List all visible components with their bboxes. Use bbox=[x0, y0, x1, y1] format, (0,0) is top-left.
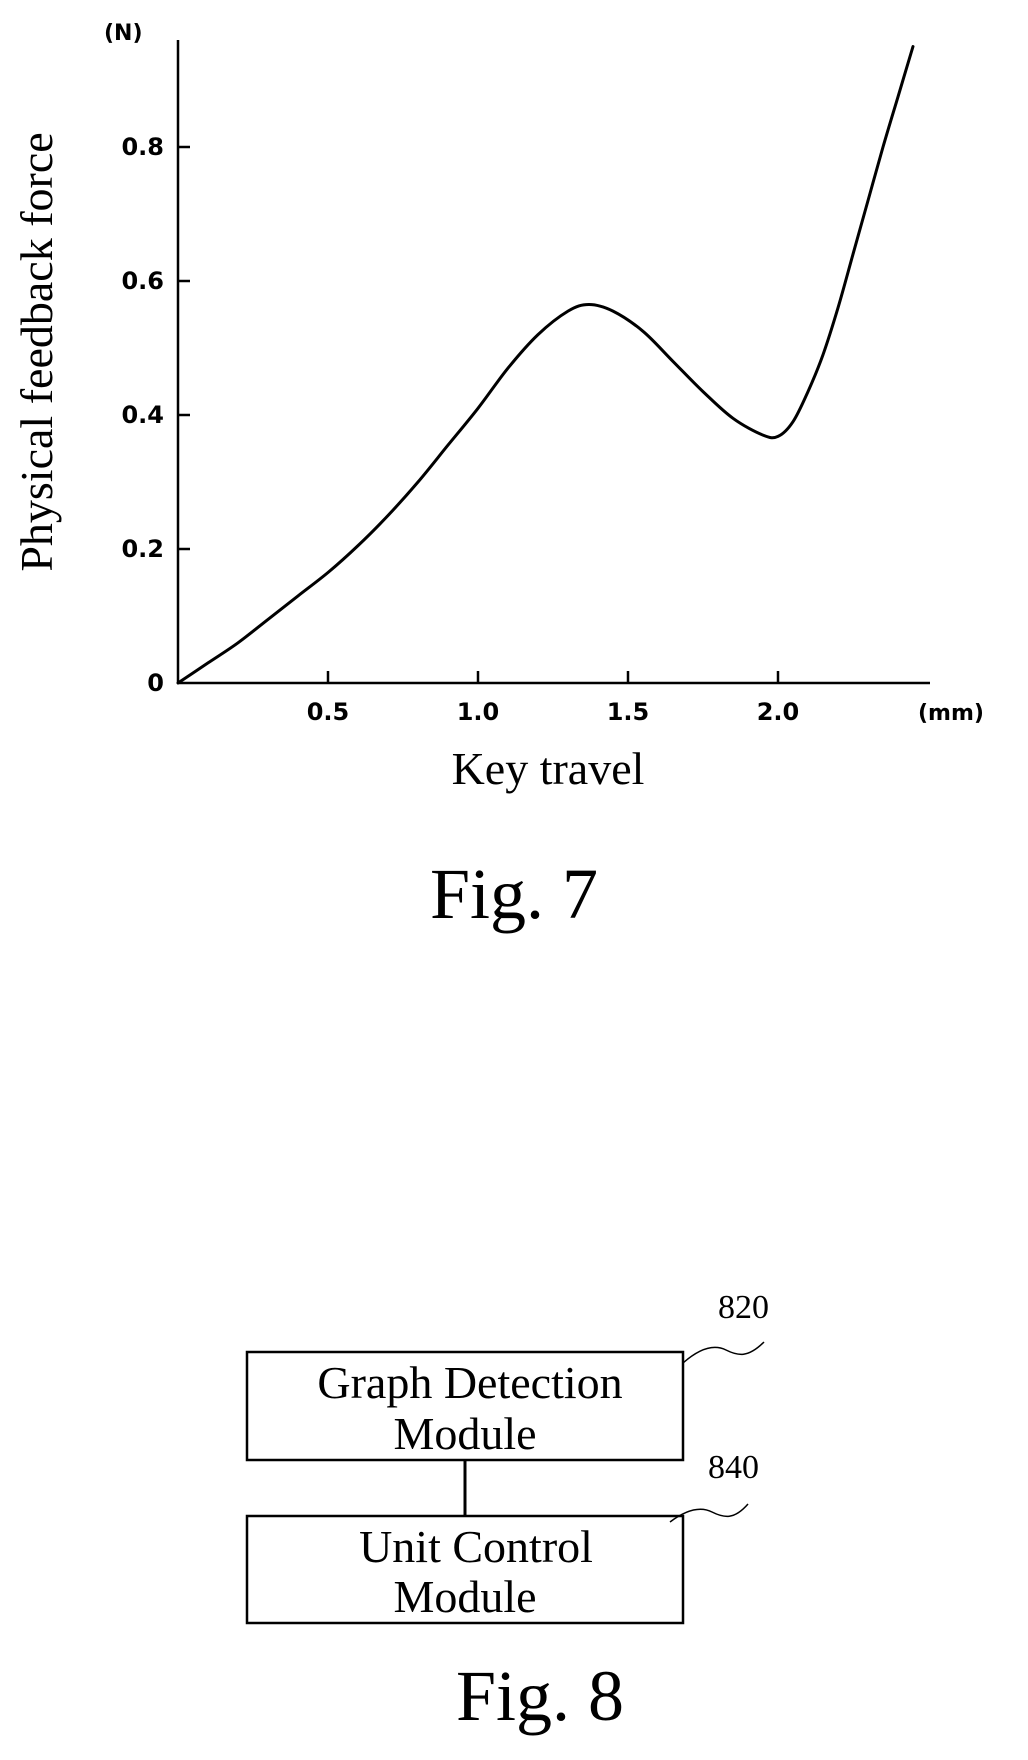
figure-7-caption: Fig. 7 bbox=[430, 854, 598, 934]
x-axis-title: Key travel bbox=[452, 743, 645, 794]
block-label-line1: Unit Control bbox=[359, 1521, 593, 1572]
y-tick-label: 0.4 bbox=[121, 401, 164, 429]
block-unit-control-module: Unit Control Module bbox=[247, 1516, 683, 1623]
figure-8-caption: Fig. 8 bbox=[456, 1656, 624, 1736]
figure-8: Graph Detection Module 820 Unit Control … bbox=[247, 1289, 769, 1736]
y-tick-label: 0.6 bbox=[121, 267, 164, 295]
x-ticks: 0.5 1.0 1.5 2.0 bbox=[307, 671, 800, 726]
x-tick-label: 1.5 bbox=[607, 698, 650, 726]
y-tick-label: 0.8 bbox=[121, 133, 164, 161]
x-unit-label: (mm) bbox=[918, 701, 984, 726]
leader-line-840 bbox=[670, 1504, 748, 1522]
reference-number-820: 820 bbox=[718, 1289, 769, 1326]
x-tick-label: 0.5 bbox=[307, 698, 350, 726]
x-tick-label: 2.0 bbox=[757, 698, 800, 726]
block-label-line2: Module bbox=[393, 1408, 536, 1459]
reference-number-840: 840 bbox=[708, 1449, 759, 1486]
x-tick-label: 1.0 bbox=[457, 698, 500, 726]
figure-7: 0 0.2 0.4 0.6 0.8 0.5 1.0 1.5 2.0 (N) (mm) Phys… bbox=[11, 21, 984, 934]
block-label-line1: Graph Detection bbox=[317, 1357, 622, 1408]
y-unit-label: (N) bbox=[104, 21, 143, 46]
chart: 0 0.2 0.4 0.6 0.8 0.5 1.0 1.5 2.0 (N) (mm) Phys… bbox=[11, 21, 984, 794]
block-label-line2: Module bbox=[393, 1571, 536, 1622]
force-curve-line bbox=[178, 47, 913, 684]
y-ticks: 0 0.2 0.4 0.6 0.8 bbox=[121, 133, 190, 697]
block-graph-detection-module: Graph Detection Module bbox=[247, 1352, 683, 1460]
leader-line-820 bbox=[683, 1342, 764, 1363]
y-tick-label: 0 bbox=[147, 669, 164, 697]
y-axis-title: Physical feedback force bbox=[11, 132, 62, 571]
y-tick-label: 0.2 bbox=[121, 535, 164, 563]
